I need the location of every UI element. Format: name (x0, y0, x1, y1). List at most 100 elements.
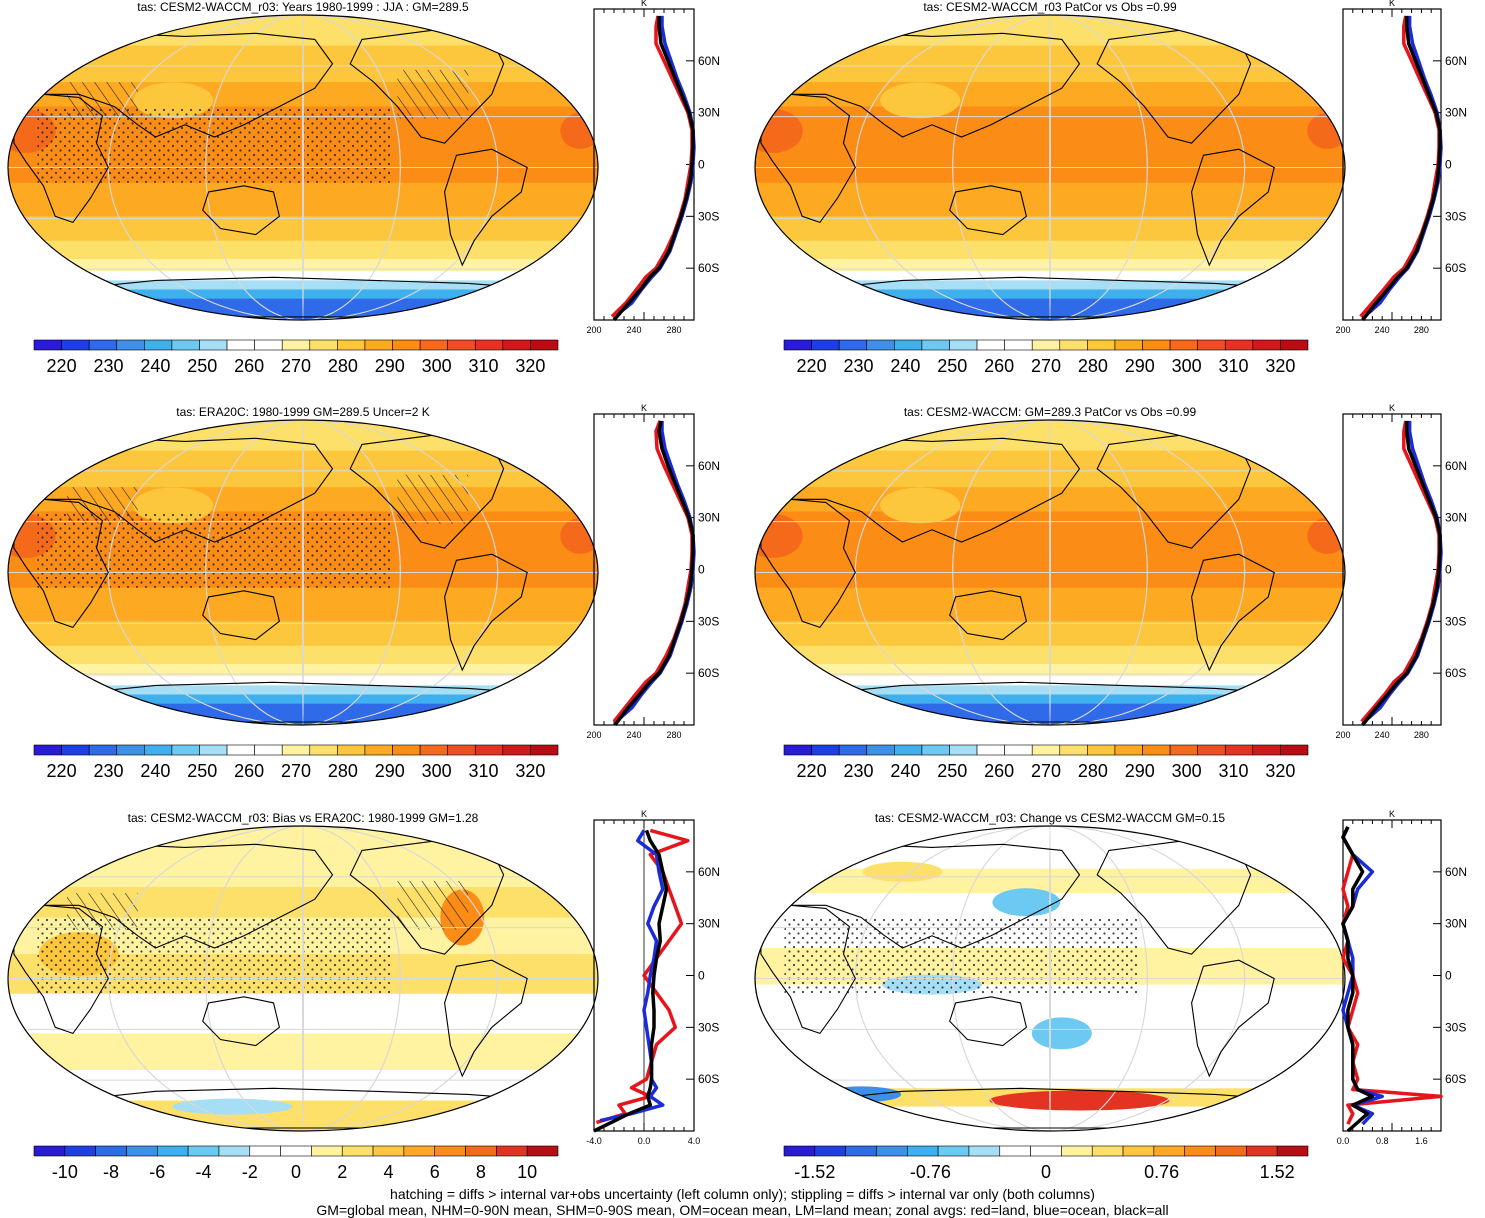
colorbar-swatch-15 (1197, 339, 1226, 351)
colorbar-label-7: 290 (1125, 356, 1155, 376)
colorbar-label-0: -10 (52, 1162, 78, 1182)
profile-series-ocean (599, 829, 665, 1123)
profile-xtick-label-2: 280 (666, 325, 681, 335)
colorbar-swatch-10 (1059, 744, 1088, 756)
coastline-greenland (1214, 17, 1270, 47)
colorbar-label-0: 220 (47, 761, 77, 781)
graticule-meridian-2 (302, 15, 304, 320)
colorbar-swatch-11 (1087, 744, 1116, 756)
colorbar-swatch-16 (474, 339, 504, 351)
profile-series-all (593, 829, 669, 1133)
coastline-africa (760, 93, 856, 224)
colorbar-swatch-3 (866, 339, 895, 351)
profile-frame (593, 413, 695, 726)
graticule-meridian-3 (205, 826, 401, 1131)
colorbar-label-9: 310 (469, 761, 499, 781)
profile-xlabel: K (641, 0, 647, 8)
change-patch-5 (821, 1086, 902, 1103)
profile-lat-label-1: 30N (1445, 917, 1467, 931)
profile-lat-label-0: 60N (698, 54, 720, 68)
colorbar-label-7: 290 (375, 356, 405, 376)
graticule-meridian-3 (952, 826, 1148, 1131)
profile-lat-label-3: 30S (1445, 1020, 1466, 1034)
cold-patch-greenland (1209, 427, 1245, 444)
profile-xtick-label-1: 240 (1375, 325, 1390, 335)
zonal-profile-1: K 200 240 280 60N 30N 0 30S 60S (586, 0, 720, 335)
map-outline (7, 419, 599, 726)
colorbar-swatch-0 (783, 744, 812, 756)
colorbar-swatch-4 (144, 339, 173, 351)
map-title-4: tas: CESM2-WACCM: GM=289.3 PatCor vs Obs… (904, 405, 1197, 419)
profile-frame (1342, 8, 1442, 321)
coastline-australia (202, 590, 281, 641)
colorbar-swatch-17 (1252, 744, 1281, 756)
colorbar-label-10: 320 (1265, 356, 1295, 376)
warm-patch-tibet (880, 487, 961, 524)
coastline-africa (13, 498, 109, 629)
colorbar-label-5: 0 (291, 1162, 301, 1182)
profile-series-all (1341, 826, 1375, 1133)
colorbar-swatch-3 (116, 339, 145, 351)
colorbar-swatch-18 (1280, 744, 1309, 756)
colorbar-swatch-11 (1122, 1145, 1155, 1157)
colorbar-label-7: 4 (383, 1162, 393, 1182)
colorbar-swatch-14 (1215, 1145, 1247, 1157)
colorbar-label-0: 220 (797, 761, 827, 781)
colorbar-label-2: 240 (140, 356, 170, 376)
colorbar-swatch-11 (372, 1145, 405, 1157)
map-panel-2: tas: CESM2-WACCM_r03 PatCor vs Obs =0.99 (754, 0, 1346, 321)
colorbar-swatch-0 (783, 339, 812, 351)
colorbar-swatch-16 (526, 1145, 559, 1157)
profile-lat-label-3: 30S (698, 614, 719, 628)
colorbar-swatch-5 (937, 1145, 970, 1157)
profile-series-land (1359, 15, 1441, 318)
profile-xtick-label-0: 200 (1335, 730, 1350, 740)
colorbar-swatch-7 (976, 339, 1005, 351)
graticule-meridian-3 (205, 15, 401, 320)
colorbar-swatch-13 (1142, 744, 1171, 756)
colorbar-swatch-11 (337, 744, 366, 756)
colorbar-label-4: 260 (234, 761, 264, 781)
hatching-overlay-2 (397, 69, 469, 119)
colorbar-swatch-13 (1142, 339, 1171, 351)
stippling-overlay (37, 917, 392, 994)
colorbar-label-8: 300 (1172, 356, 1202, 376)
cold-patch-greenland (462, 22, 498, 39)
colorbar-swatch-17 (502, 339, 531, 351)
colorbar-swatch-8 (280, 1145, 312, 1157)
map-field (8, 826, 598, 1131)
colorbar-label-4: -2 (242, 1162, 258, 1182)
coastline-greenland (467, 828, 523, 858)
warm-patch-tibet (880, 82, 961, 119)
profile-xtick-label-2: 280 (1414, 325, 1429, 335)
profile-lat-label-4: 60S (698, 1072, 719, 1086)
profile-xlabel: K (1389, 403, 1395, 413)
map-title-3: tas: ERA20C: 1980-1999 GM=289.5 Uncer=2 … (176, 405, 429, 419)
colorbar-label-3: 250 (937, 356, 967, 376)
colorbar-swatch-10 (1091, 1145, 1124, 1157)
colorbar-2: 220 230 240 250 260 270 280 290 300 310 320 (783, 339, 1309, 376)
colorbar-label-1: 230 (843, 761, 873, 781)
colorbar-label-9: 310 (1219, 761, 1249, 781)
coastline-samerica (444, 148, 528, 267)
colorbar-label-5: 270 (1031, 761, 1061, 781)
profile-lat-label-1: 30N (698, 106, 720, 120)
colorbar-label-1: 230 (843, 356, 873, 376)
coastline-greenland (467, 17, 523, 47)
graticule-meridian-3 (205, 420, 401, 725)
zonal-profile-6: K 0.0 0.8 1.6 60N 30N 0 30S 60S (1337, 809, 1467, 1146)
profile-lat-label-0: 60N (1445, 865, 1467, 879)
zonal-profile-3: K 200 240 280 60N 30N 0 30S 60S (586, 403, 720, 740)
profile-lat-label-3: 30S (698, 1020, 719, 1034)
colorbar-swatch-11 (337, 339, 366, 351)
colorbar-swatch-11 (1087, 339, 1116, 351)
colorbar-swatch-15 (496, 1145, 528, 1157)
coastline-greenland (1214, 422, 1270, 452)
colorbar-swatch-12 (364, 744, 393, 756)
colorbar-label-5: 270 (281, 761, 311, 781)
profile-xtick-label-0: 200 (586, 730, 601, 740)
colorbar-swatch-8 (254, 339, 283, 351)
colorbar-swatch-16 (1224, 339, 1254, 351)
profile-lat-label-1: 30N (1445, 511, 1467, 525)
profile-frame (1342, 413, 1442, 726)
